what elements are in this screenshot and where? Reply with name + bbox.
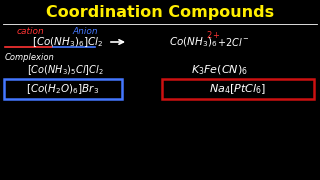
Bar — [162, 79, 314, 99]
Text: cation: cation — [16, 26, 44, 35]
Text: $Na_4[PtCl_6]$: $Na_4[PtCl_6]$ — [209, 82, 267, 96]
Text: Complexion: Complexion — [5, 53, 55, 62]
Text: Coordination Compounds: Coordination Compounds — [46, 4, 274, 19]
Text: $K_3Fe(CN)_6$: $K_3Fe(CN)_6$ — [191, 63, 249, 77]
Text: $[Co(NH_3)_6]Cl_2$: $[Co(NH_3)_6]Cl_2$ — [32, 35, 104, 49]
Text: Anion: Anion — [72, 26, 98, 35]
Bar — [4, 79, 122, 99]
Text: $[Co(NH_3)_5Cl]Cl_2$: $[Co(NH_3)_5Cl]Cl_2$ — [27, 63, 103, 77]
Text: $2+$: $2+$ — [205, 28, 220, 39]
Text: $+ 2Cl^-$: $+ 2Cl^-$ — [217, 36, 250, 48]
Text: $[Co(H_2O)_6]Br_3$: $[Co(H_2O)_6]Br_3$ — [27, 82, 100, 96]
Text: $Co(NH_3)_6$: $Co(NH_3)_6$ — [169, 35, 217, 49]
